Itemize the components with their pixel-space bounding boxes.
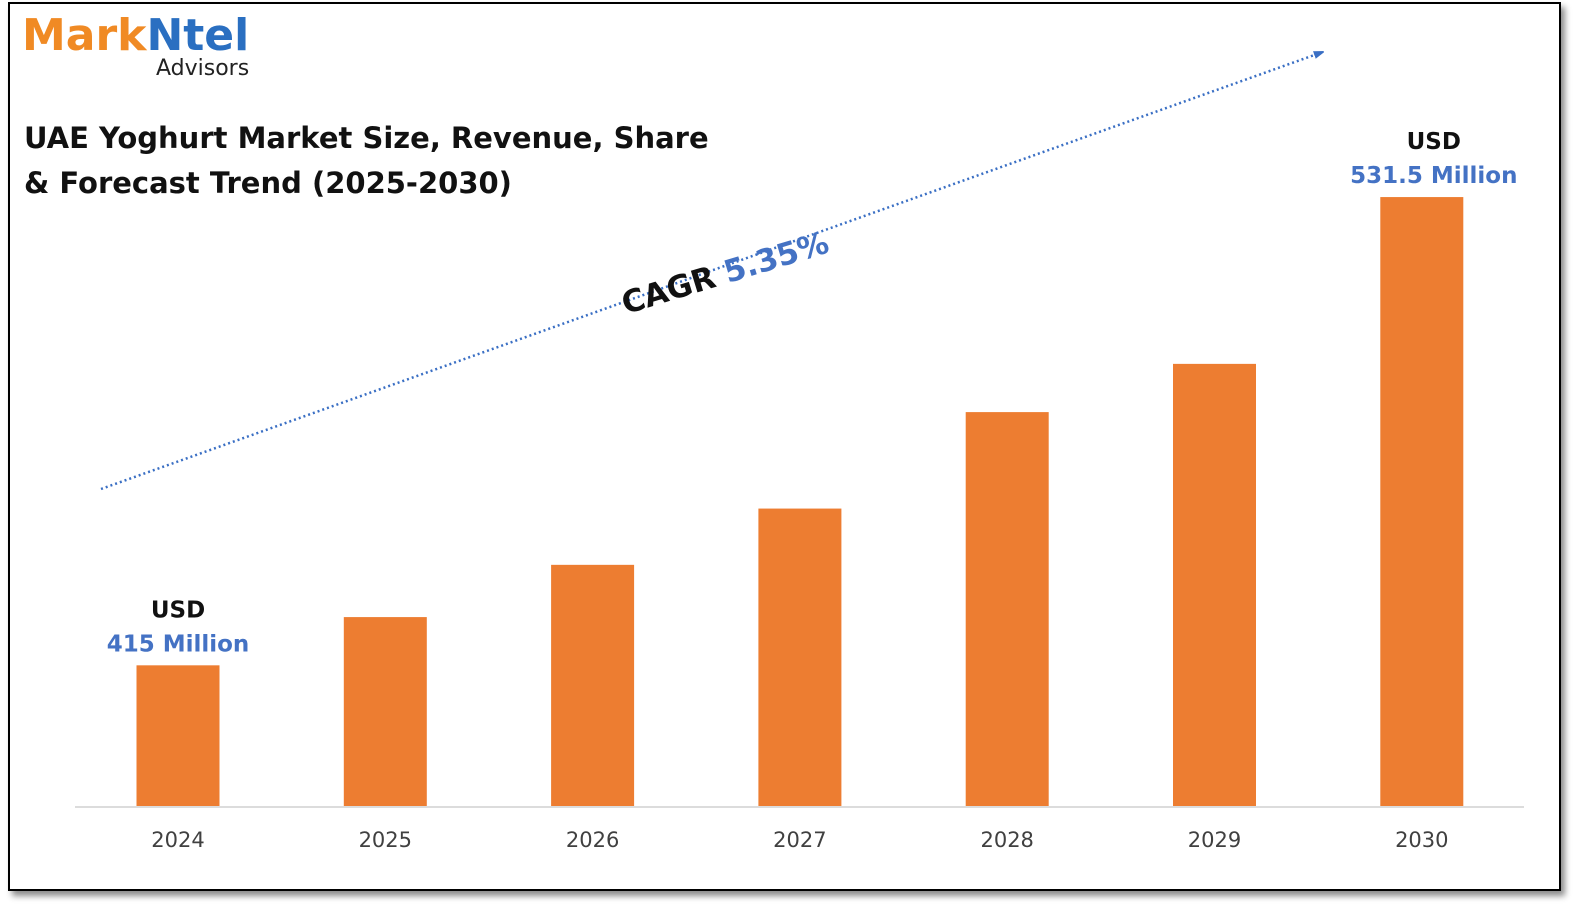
marerntel-logo: MarkNtel Advisors [22,12,249,82]
x-tick-label-2030: 2030 [1395,828,1448,852]
data-label-value-2024: 415 Million [107,631,250,657]
x-tick-label-2027: 2027 [773,828,826,852]
data-label-unit-2030: USD [1407,129,1461,155]
logo-part-ntel: Ntel [146,10,250,61]
logo-wordmark: MarkNtel [22,12,249,60]
bar-2024 [136,665,220,806]
logo-part-mark: Mark [22,10,147,61]
bar-2030 [1380,197,1464,806]
cagr-trend-arrow [100,53,1320,491]
bar-2028 [965,412,1049,806]
data-label-value-2030: 531.5 Million [1350,163,1517,189]
x-tick-label-2024: 2024 [151,828,204,852]
logo-subtitle: Advisors [156,56,250,81]
x-tick-label-2028: 2028 [980,828,1033,852]
bar-2025 [343,617,427,806]
x-tick-label-2025: 2025 [359,828,412,852]
x-tick-label-2029: 2029 [1188,828,1241,852]
bar-2029 [1173,363,1256,806]
chart-title: UAE Yoghurt Market Size, Revenue, Share … [24,121,709,200]
data-label-unit-2024: USD [151,597,205,623]
bar-2027 [758,508,842,806]
bar-2026 [551,564,635,806]
x-tick-label-2026: 2026 [566,828,619,852]
